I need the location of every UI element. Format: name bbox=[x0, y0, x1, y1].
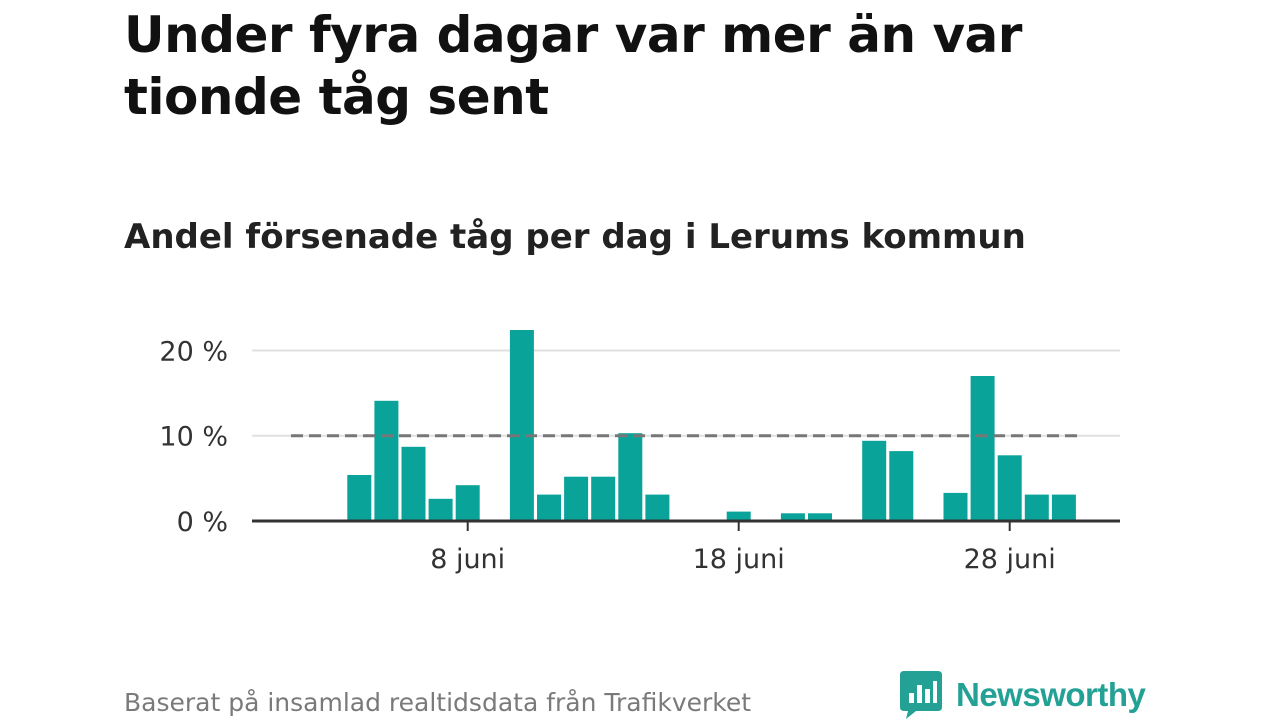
bar bbox=[997, 455, 1022, 521]
x-tick-label: 18 juni bbox=[693, 544, 785, 575]
bar bbox=[862, 440, 887, 521]
y-tick-label: 0 % bbox=[177, 507, 228, 538]
source-note: Baserat på insamlad realtidsdata från Tr… bbox=[124, 688, 752, 717]
bar bbox=[618, 433, 643, 521]
bar bbox=[780, 513, 805, 521]
bar bbox=[455, 485, 480, 521]
axes: 0 % 10 % 20 % 8 juni 18 juni 28 juni bbox=[159, 336, 1120, 575]
bar bbox=[1051, 494, 1076, 521]
bar bbox=[645, 494, 670, 521]
bar bbox=[374, 400, 399, 521]
bar bbox=[347, 475, 372, 521]
bar bbox=[943, 492, 968, 521]
bar bbox=[401, 446, 426, 521]
y-tick-label: 10 % bbox=[159, 422, 228, 453]
bar bbox=[564, 476, 589, 521]
chart-subtitle: Andel försenade tåg per dag i Lerums kom… bbox=[124, 217, 1026, 257]
brand-name: Newsworthy bbox=[956, 676, 1146, 713]
bar bbox=[726, 511, 751, 521]
bar bbox=[970, 376, 995, 521]
bar bbox=[1024, 494, 1049, 521]
bar bbox=[509, 330, 534, 521]
bar bbox=[537, 494, 561, 521]
bar bbox=[428, 498, 453, 521]
newsworthy-logo-icon bbox=[900, 671, 942, 719]
x-tick-label: 28 juni bbox=[964, 544, 1056, 575]
bar bbox=[889, 451, 914, 521]
x-tick-label: 8 juni bbox=[430, 544, 505, 575]
brand: Newsworthy bbox=[900, 670, 1146, 720]
y-tick-label: 20 % bbox=[159, 336, 228, 367]
bars bbox=[347, 330, 1076, 521]
chart-title: Under fyra dagar var mer än var tionde t… bbox=[124, 6, 1022, 126]
bar bbox=[591, 476, 616, 521]
bar bbox=[808, 513, 832, 521]
